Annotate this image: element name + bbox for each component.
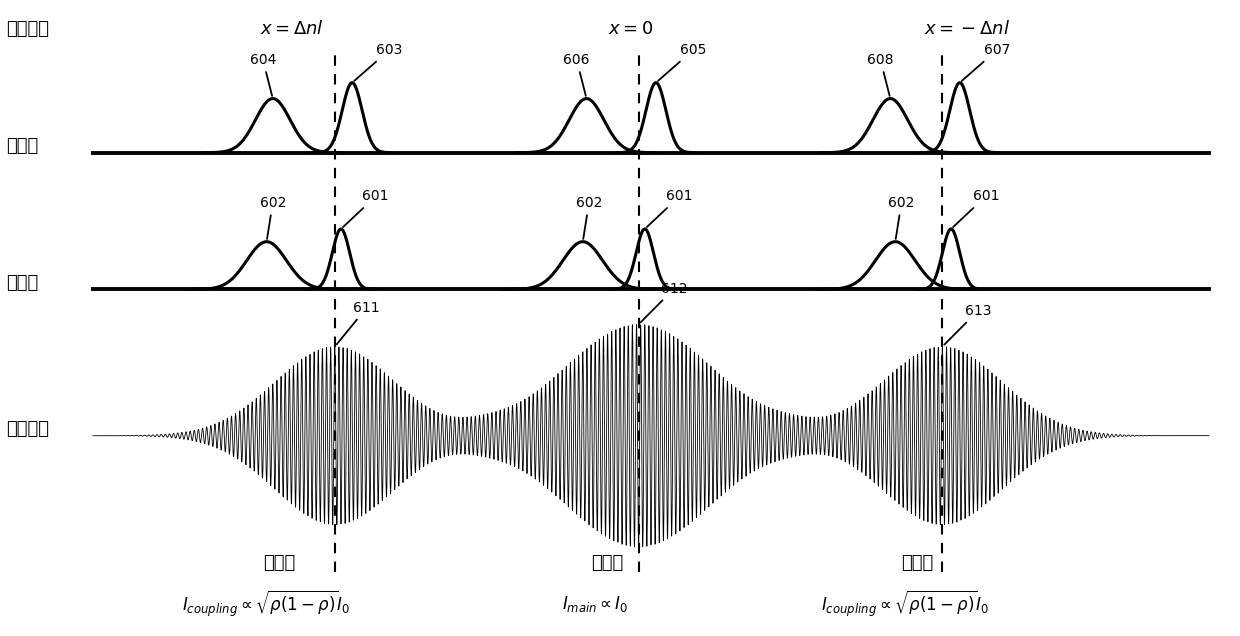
Text: 固定臂: 固定臂 [6, 274, 38, 292]
Text: 604: 604 [249, 53, 277, 96]
Text: $I_{coupling} \propto \sqrt{\rho(1-\rho)}I_0$: $I_{coupling} \propto \sqrt{\rho(1-\rho)… [821, 589, 990, 619]
Text: 606: 606 [563, 53, 590, 96]
Text: 602: 602 [575, 196, 603, 239]
Text: 601: 601 [954, 190, 999, 227]
Text: 次极大: 次极大 [263, 554, 295, 572]
Text: 602: 602 [888, 196, 915, 239]
Text: 主极大: 主极大 [591, 554, 624, 572]
Text: 612: 612 [641, 282, 687, 322]
Text: 607: 607 [962, 43, 1011, 81]
Text: 扫描臂: 扫描臂 [6, 137, 38, 155]
Text: 608: 608 [867, 53, 894, 96]
Text: 605: 605 [658, 43, 707, 81]
Text: $I_{coupling} \propto \sqrt{\rho(1-\rho)}I_0$: $I_{coupling} \propto \sqrt{\rho(1-\rho)… [182, 589, 351, 619]
Text: 601: 601 [343, 190, 389, 227]
Text: 干涉信号: 干涉信号 [6, 420, 50, 438]
Text: 602: 602 [259, 196, 286, 239]
Text: 扫描光程: 扫描光程 [6, 20, 50, 38]
Text: $I_{main} \propto I_0$: $I_{main} \propto I_0$ [562, 594, 629, 614]
Text: 603: 603 [355, 43, 403, 81]
Text: $x=-\Delta nl$: $x=-\Delta nl$ [924, 20, 1009, 38]
Text: 611: 611 [336, 301, 379, 345]
Text: 次极大: 次极大 [901, 554, 934, 572]
Text: 601: 601 [647, 190, 693, 227]
Text: $x=\Delta nl$: $x=\Delta nl$ [260, 20, 325, 38]
Text: 613: 613 [945, 304, 991, 345]
Text: $x=0$: $x=0$ [608, 20, 653, 38]
